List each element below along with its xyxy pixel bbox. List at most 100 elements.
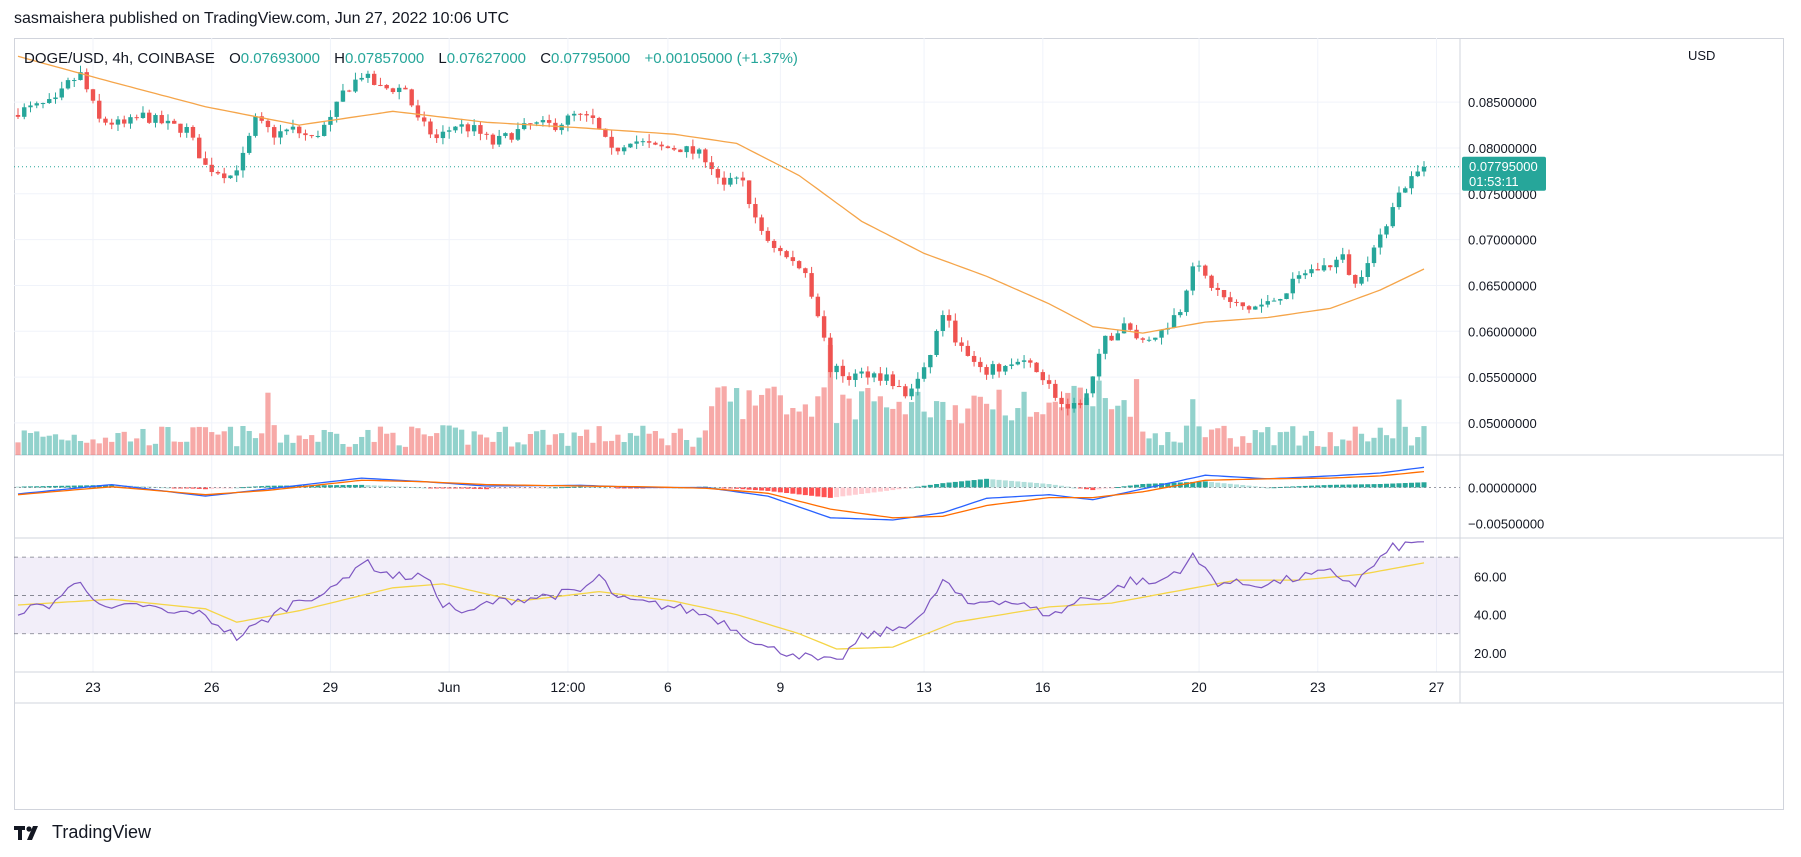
macd-histogram-bar	[1202, 481, 1208, 488]
macd-histogram-bar	[334, 485, 340, 488]
volume-bar	[396, 445, 402, 455]
volume-bar	[1346, 440, 1352, 455]
rsi-line	[17, 541, 1425, 661]
volume-bar	[1002, 415, 1008, 455]
candle-body	[653, 142, 658, 145]
macd-histogram-bar	[465, 487, 471, 489]
macd-histogram-bar	[759, 487, 765, 491]
macd-histogram-bar	[1021, 481, 1027, 488]
volume-bar	[1277, 432, 1283, 455]
candle-body	[147, 112, 152, 123]
macd-histogram-bar	[1334, 484, 1340, 488]
time-tick-label: Jun	[438, 679, 461, 695]
volume-bar	[771, 386, 777, 455]
macd-histogram-bar	[1121, 486, 1127, 488]
macd-histogram-bar	[1259, 486, 1265, 488]
candle-body	[315, 135, 321, 137]
volume-bar	[1133, 379, 1140, 455]
volume-bar	[1315, 446, 1321, 455]
macd-histogram-bar	[459, 487, 465, 489]
candle-body	[1134, 329, 1139, 339]
macd-histogram-bar	[240, 487, 246, 489]
volume-bar	[1208, 429, 1215, 455]
volume-bar	[290, 442, 296, 455]
volume-bar	[1258, 432, 1265, 455]
candle-body	[921, 367, 927, 379]
time-tick-label: 23	[85, 679, 101, 695]
candle-body	[1128, 323, 1133, 330]
volume-bar	[321, 429, 327, 455]
volume-bar	[596, 426, 602, 455]
candle-body	[365, 73, 371, 78]
volume-bar	[21, 430, 27, 455]
volume-bar	[252, 438, 259, 455]
candle-body	[1209, 275, 1214, 288]
candle-body	[128, 117, 133, 124]
volume-bar	[1215, 428, 1221, 455]
macd-histogram-bar	[184, 487, 190, 489]
macd-histogram-bar	[415, 487, 421, 489]
volume-bar	[690, 446, 696, 455]
volume-bar	[159, 426, 165, 455]
macd-histogram-bar	[165, 487, 171, 489]
candle-body	[103, 118, 108, 123]
candle-body	[584, 114, 589, 116]
macd-histogram-bar	[1234, 484, 1240, 488]
candle-body	[571, 113, 577, 116]
volume-bar	[1358, 433, 1365, 455]
candle-body	[603, 128, 608, 137]
volume-bar	[90, 439, 96, 455]
chart-container[interactable]	[14, 38, 1784, 810]
macd-histogram-bar	[746, 487, 752, 490]
candle-body	[53, 97, 58, 100]
volume-bar	[265, 392, 271, 455]
macd-histogram-bar	[1015, 481, 1021, 488]
candle-body	[590, 115, 596, 118]
candle-body	[309, 135, 314, 137]
macd-histogram-bar	[1065, 486, 1071, 488]
candle-body	[421, 117, 427, 122]
macd-histogram-bar	[802, 487, 808, 496]
low-label: L	[438, 50, 447, 67]
volume-bar	[1102, 398, 1108, 455]
macd-histogram-bar	[934, 484, 940, 488]
macd-histogram-bar	[209, 487, 215, 489]
candle-body	[734, 177, 739, 179]
macd-histogram-bar	[1040, 483, 1046, 488]
volume-bar	[759, 394, 765, 455]
volume-bar	[790, 408, 796, 455]
candle-body	[690, 146, 696, 154]
macd-histogram-bar	[496, 487, 502, 489]
candle-body	[1021, 360, 1027, 362]
volume-bar	[409, 426, 415, 455]
volume-bar	[702, 430, 708, 455]
candle-body	[940, 315, 946, 331]
macd-histogram-bar	[952, 481, 958, 488]
volume-bar	[177, 441, 184, 455]
macd-histogram-bar	[440, 487, 446, 489]
candle-body	[321, 124, 327, 136]
macd-histogram-bar	[1340, 484, 1346, 488]
macd-histogram-bar	[484, 487, 490, 490]
volume-bar	[1340, 439, 1346, 455]
macd-histogram-bar	[140, 486, 146, 488]
volume-bar	[584, 429, 590, 455]
volume-bar	[1071, 385, 1077, 455]
volume-bar	[540, 429, 546, 455]
moving-average-line	[17, 55, 1425, 334]
volume-bar	[859, 391, 865, 455]
volume-bar	[277, 442, 284, 455]
volume-bar	[1152, 433, 1158, 455]
volume-bar	[1027, 416, 1033, 455]
volume-bar	[284, 434, 290, 455]
volume-bar	[534, 431, 540, 455]
volume-bar	[627, 433, 633, 455]
macd-histogram-bar	[1190, 481, 1196, 488]
time-tick-label: 9	[776, 679, 784, 695]
candle-body	[1059, 397, 1064, 405]
volume-bar	[896, 401, 902, 455]
volume-bar	[1302, 435, 1308, 455]
candle-body	[353, 79, 358, 92]
countdown-label: 01:53:11	[1469, 174, 1519, 189]
